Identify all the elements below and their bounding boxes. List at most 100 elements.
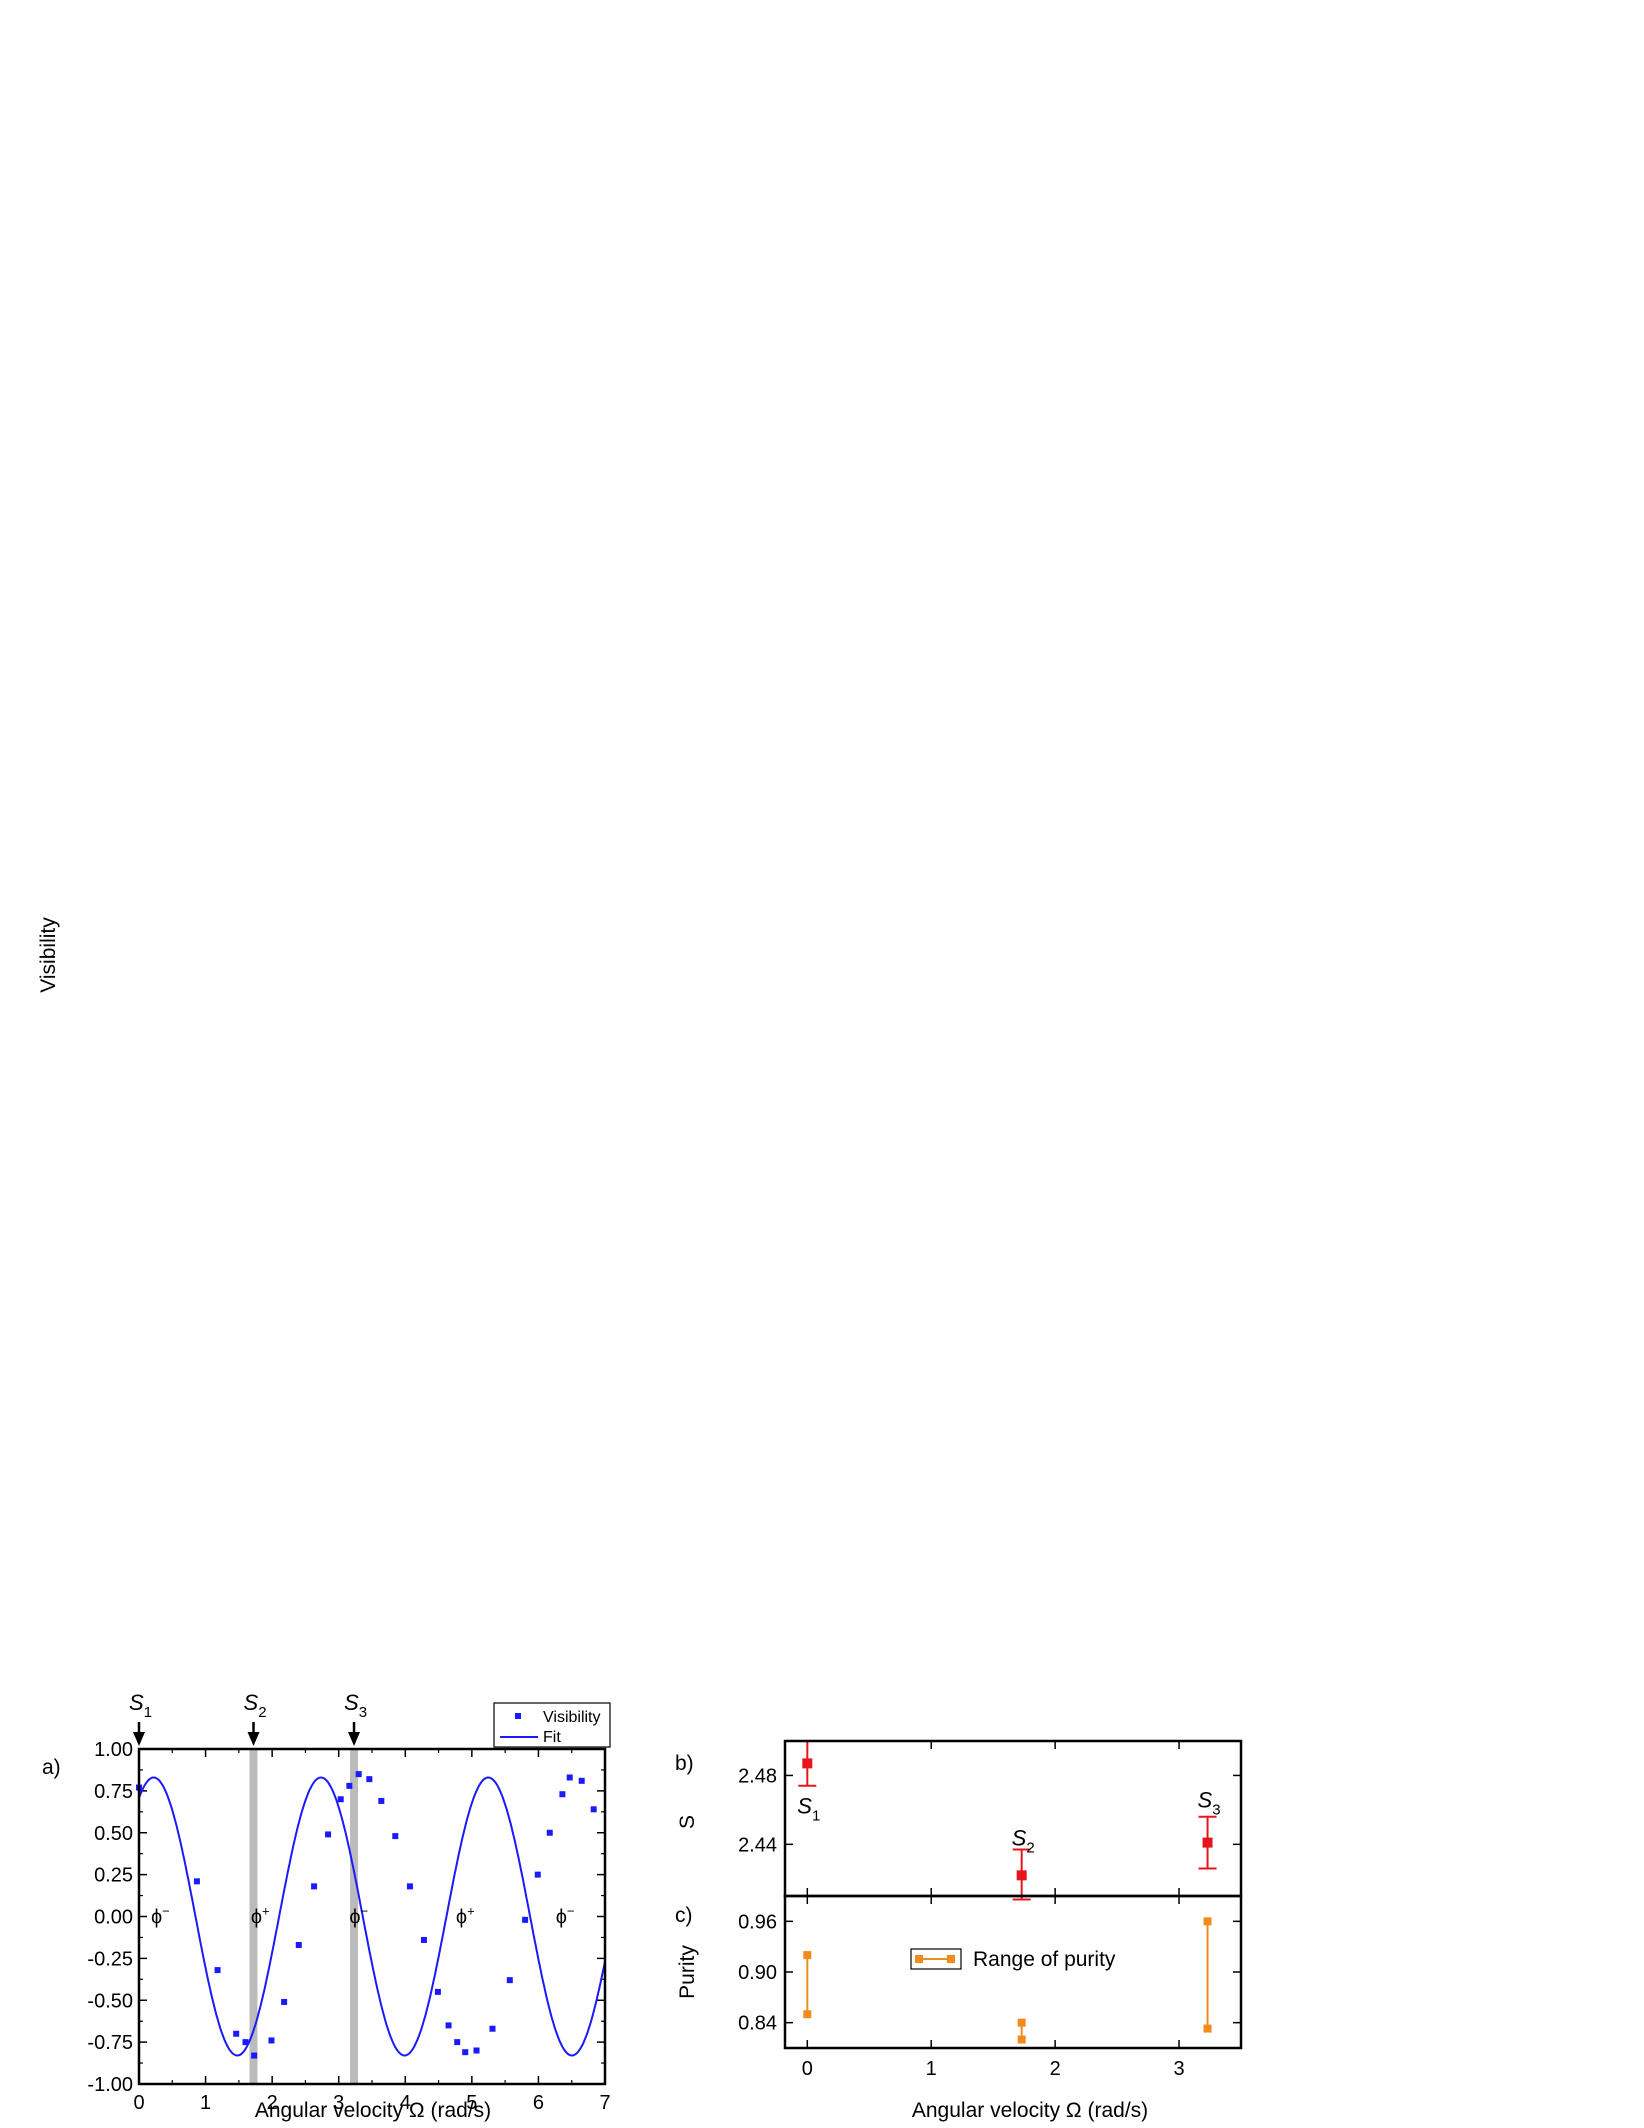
a-state-label-0-sup: − bbox=[162, 1904, 170, 1919]
b-point-label-1: S2 bbox=[1012, 1825, 1035, 1856]
c-ytick-label-1: 0.90 bbox=[738, 1962, 777, 1984]
c-xtick-label-2: 2 bbox=[1050, 2058, 1061, 2080]
a-state-label-4: ϕ− bbox=[556, 1904, 575, 1929]
a-point-13 bbox=[355, 1771, 362, 1778]
c-y-axis-label: Purity bbox=[676, 1945, 699, 1999]
a-point-31 bbox=[578, 1777, 585, 1784]
a-state-labels: ϕ− ϕ+ ϕ− ϕ+ ϕ− bbox=[151, 1904, 575, 1929]
a-arrow-label-sub-2: 3 bbox=[359, 1704, 367, 1721]
a-point-26 bbox=[522, 1916, 529, 1923]
a-point-30 bbox=[566, 1774, 573, 1781]
b-point-label-sub-1: 2 bbox=[1026, 1839, 1034, 1856]
a-state-label-3-sup: + bbox=[467, 1904, 475, 1919]
a-state-label-3: ϕ+ bbox=[456, 1904, 475, 1929]
b-y-axis-label: S bbox=[676, 1815, 699, 1829]
c-xtick-label-0: 0 bbox=[802, 2058, 813, 2080]
b-point-0 bbox=[802, 1758, 813, 1769]
a-arrow-label-2-main: S bbox=[344, 1690, 359, 1715]
a-state-label-3-main: ϕ bbox=[456, 1907, 467, 1929]
a-xtick-label-2: 2 bbox=[267, 2092, 278, 2114]
a-ytick-label-2: 0.50 bbox=[94, 1823, 133, 1845]
panel-c-label: c) bbox=[675, 1904, 693, 1927]
a-state-label-2-sup: − bbox=[361, 1904, 369, 1919]
a-xtick-label-1: 1 bbox=[200, 2092, 211, 2114]
a-point-27 bbox=[534, 1871, 541, 1878]
a-point-12 bbox=[346, 1782, 353, 1789]
c-legend-range-of-purity: Range of purity bbox=[973, 1948, 1116, 1971]
a-point-8 bbox=[295, 1941, 302, 1948]
a-point-3 bbox=[233, 2030, 240, 2037]
a-arrow-label-2: S3 bbox=[344, 1690, 367, 1721]
c-range-lo-1 bbox=[1017, 2035, 1026, 2044]
a-point-23 bbox=[473, 2047, 480, 2054]
a-state-label-1: ϕ+ bbox=[251, 1904, 270, 1929]
c-range-lo-0 bbox=[803, 2010, 812, 2019]
a-state-label-0-main: ϕ bbox=[151, 1907, 162, 1929]
c-xtick-label-3: 3 bbox=[1173, 2058, 1184, 2080]
a-point-2 bbox=[214, 1967, 221, 1974]
a-state-label-0: ϕ− bbox=[151, 1904, 170, 1929]
a-point-19 bbox=[434, 1988, 441, 1995]
a-arrow-label-0: S1 bbox=[129, 1690, 152, 1721]
a-point-5 bbox=[251, 2052, 258, 2059]
a-plot-frame bbox=[137, 1747, 607, 2086]
a-xtick-label-5: 5 bbox=[466, 2092, 477, 2114]
a-state-label-1-sup: + bbox=[262, 1904, 270, 1919]
b-point-label-2-main: S bbox=[1198, 1788, 1213, 1813]
a-point-22 bbox=[462, 2049, 469, 2056]
a-xtick-label-4: 4 bbox=[400, 2092, 411, 2114]
a-point-28 bbox=[546, 1829, 553, 1836]
c-legend-marker-left bbox=[915, 1955, 923, 1963]
a-xtick-label-6: 6 bbox=[533, 2092, 544, 2114]
a-legend-marker-visibility bbox=[515, 1713, 521, 1719]
b-point-1 bbox=[1016, 1870, 1027, 1881]
a-point-9 bbox=[311, 1883, 318, 1890]
a-state-label-2: ϕ− bbox=[349, 1904, 368, 1929]
a-state-label-4-sup: − bbox=[567, 1904, 575, 1919]
a-xtick-label-7: 7 bbox=[599, 2092, 610, 2114]
a-arrow-label-sub-0: 1 bbox=[144, 1704, 152, 1721]
a-ytick-label-5: -0.25 bbox=[87, 1948, 133, 1970]
c-range-hi-2 bbox=[1203, 1917, 1212, 1926]
a-point-18 bbox=[420, 1936, 427, 1943]
a-ticks: 0 1 2 3 4 5 6 7 1.00 0.75 0.50 0.25 0.00 -0.25 -0.50 -0… bbox=[87, 1739, 610, 2114]
c-purity-ranges bbox=[803, 1917, 1212, 2044]
a-ytick-label-4: 0.00 bbox=[94, 1907, 133, 1929]
a-arrow-head-0 bbox=[133, 1732, 145, 1746]
c-x-axis-label: Angular velocity Ω (rad/s) bbox=[912, 2099, 1148, 2122]
b-point-label-1-main: S bbox=[1012, 1825, 1027, 1850]
a-ytick-label-7: -0.75 bbox=[87, 2032, 133, 2054]
b-point-label-0: S1 bbox=[797, 1793, 820, 1824]
a-legend-visibility: Visibility bbox=[543, 1709, 601, 1726]
panel-a: a) 0 1 2 3 4 5 6 7 1.00 0.75 0.50 0.25 0.00 -0.25 -0.5… bbox=[37, 917, 611, 2122]
a-legend-box bbox=[493, 1702, 611, 1748]
a-point-25 bbox=[506, 1977, 513, 1984]
a-arrow-head-2 bbox=[348, 1732, 361, 1746]
a-state-label-2-main: ϕ bbox=[349, 1907, 360, 1929]
a-point-11 bbox=[337, 1796, 344, 1803]
a-point-24 bbox=[489, 2025, 496, 2032]
c-xtick-label-1: 1 bbox=[926, 2058, 937, 2080]
b-point-label-2: S3 bbox=[1198, 1788, 1221, 1819]
a-arrow-head-1 bbox=[247, 1732, 260, 1746]
a-point-16 bbox=[392, 1833, 399, 1840]
a-ytick-label-8: -1.00 bbox=[87, 2074, 133, 2096]
c-range-hi-1 bbox=[1017, 2018, 1026, 2027]
b-point-label-sub-0: 1 bbox=[812, 1807, 820, 1824]
a-state-arrows: S1 S2 S3 bbox=[129, 1690, 367, 1746]
a-state-label-1-main: ϕ bbox=[251, 1907, 262, 1929]
a-ytick-label-0: 1.00 bbox=[94, 1739, 133, 1761]
a-state-label-4-main: ϕ bbox=[556, 1907, 567, 1929]
a-arrow-label-0-main: S bbox=[129, 1690, 144, 1715]
b-ytick-label-0: 2.48 bbox=[738, 1765, 777, 1787]
b-ticks: 2.48 2.44 bbox=[738, 1741, 1241, 1896]
c-range-lo-2 bbox=[1203, 2024, 1212, 2033]
panel-a-label: a) bbox=[42, 1756, 61, 1779]
a-visibility-points bbox=[136, 1771, 597, 2059]
b-ytick-label-1: 2.44 bbox=[738, 1834, 777, 1856]
a-point-10 bbox=[325, 1831, 332, 1838]
panel-c: c) 0.96 0.90 0.84 0 1 2 3 Purity Angular veloc… bbox=[675, 1894, 1243, 2122]
a-arrow-label-sub-1: 2 bbox=[258, 1704, 266, 1721]
